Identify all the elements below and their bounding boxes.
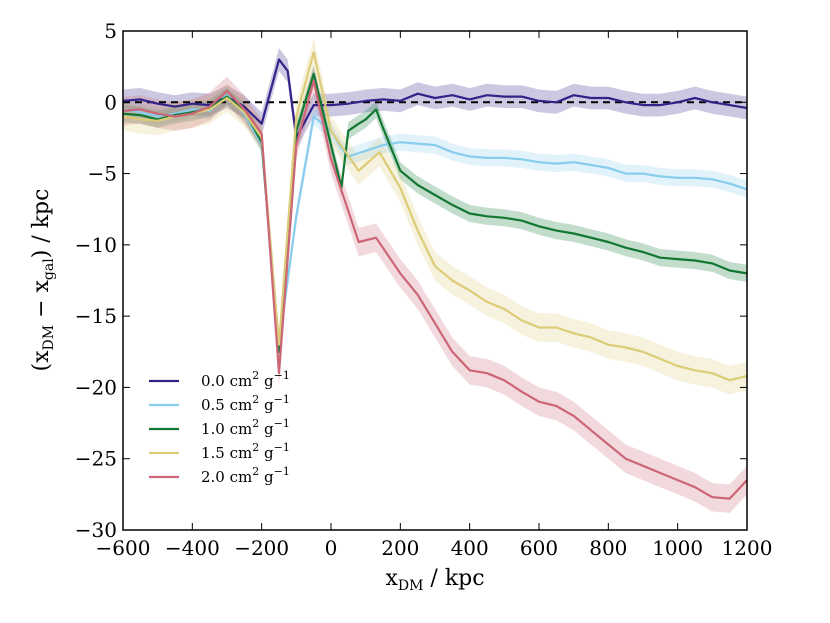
y-label-mid: − x	[29, 279, 54, 324]
legend-sup: 2	[252, 417, 259, 430]
line-series-4	[123, 79, 747, 500]
legend-number: 1.0 cm	[201, 420, 252, 438]
y-label-open: (x	[29, 350, 54, 372]
legend-item: 0.0 cm2 g−1	[149, 369, 290, 390]
legend-sup: 2	[252, 393, 259, 406]
y-tick-label: −20	[75, 375, 117, 399]
x-label-sub: DM	[398, 578, 424, 594]
y-label-sub1: DM	[41, 325, 57, 351]
x-tick-label: 1200	[722, 536, 773, 560]
legend-number: 1.5 cm	[201, 444, 252, 462]
legend-sup: −1	[274, 417, 290, 430]
legend: 0.0 cm2 g−10.5 cm2 g−11.0 cm2 g−11.5 cm2…	[149, 369, 290, 486]
x-axis-label: xDM / kpc	[385, 566, 484, 594]
legend-g: g	[259, 420, 274, 438]
y-axis-label: (xDM − xgal) / kpc	[29, 189, 57, 372]
legend-number: 0.0 cm	[201, 372, 252, 390]
series-lines	[123, 51, 747, 500]
x-tick-label: 200	[381, 536, 419, 560]
legend-number: 0.5 cm	[201, 396, 252, 414]
legend-sup: −1	[274, 393, 290, 406]
legend-sup: 2	[252, 465, 259, 478]
x-tick-label: 1000	[652, 536, 703, 560]
legend-item: 1.0 cm2 g−1	[149, 417, 290, 438]
plot-frame	[122, 30, 748, 531]
y-tick-label: 0	[104, 90, 117, 114]
legend-g: g	[259, 396, 274, 414]
legend-g: g	[259, 468, 274, 486]
legend-sup: 2	[252, 441, 259, 454]
y-tick-label: 5	[104, 19, 117, 43]
legend-sup: −1	[274, 441, 290, 454]
legend-g: g	[259, 372, 274, 390]
line-series-3	[123, 51, 747, 382]
legend-label: 0.5 cm2 g−1	[201, 393, 290, 414]
legend-label: 1.5 cm2 g−1	[201, 441, 290, 462]
y-tick-label: −25	[75, 447, 117, 471]
x-label-main: x	[385, 566, 398, 591]
y-label-close: ) / kpc	[29, 189, 54, 259]
y-tick-label: −30	[75, 518, 117, 542]
x-tick-label: 600	[520, 536, 558, 560]
legend-item: 1.5 cm2 g−1	[149, 441, 290, 462]
legend-sup: 2	[252, 369, 259, 382]
x-tick-label: 0	[325, 536, 338, 560]
legend-number: 2.0 cm	[201, 468, 252, 486]
legend-label: 2.0 cm2 g−1	[201, 465, 290, 486]
legend-label: 0.0 cm2 g−1	[201, 369, 290, 390]
legend-label: 1.0 cm2 g−1	[201, 417, 290, 438]
x-tick-label: 800	[589, 536, 627, 560]
plot-background	[123, 31, 747, 530]
x-tick-label: −200	[234, 536, 289, 560]
legend-sup: −1	[274, 465, 290, 478]
y-tick-label: −15	[75, 304, 117, 328]
band-series-3	[123, 38, 747, 395]
x-tick-label: 400	[451, 536, 489, 560]
x-tick-label: −600	[96, 536, 151, 560]
legend-item: 2.0 cm2 g−1	[149, 465, 290, 486]
legend-sup: −1	[274, 369, 290, 382]
x-label-unit: / kpc	[423, 566, 484, 591]
x-tick-label: −400	[165, 536, 220, 560]
legend-g: g	[259, 444, 274, 462]
y-tick-label: −10	[75, 233, 117, 257]
y-label-sub2: gal	[41, 258, 57, 280]
y-tick-label: −5	[88, 162, 117, 186]
axis-ticks: −600 −400 −200 0 200 400 600 800 1000 120050−5−10…	[75, 19, 773, 560]
line-series-2	[123, 72, 747, 353]
legend-item: 0.5 cm2 g−1	[149, 393, 290, 414]
